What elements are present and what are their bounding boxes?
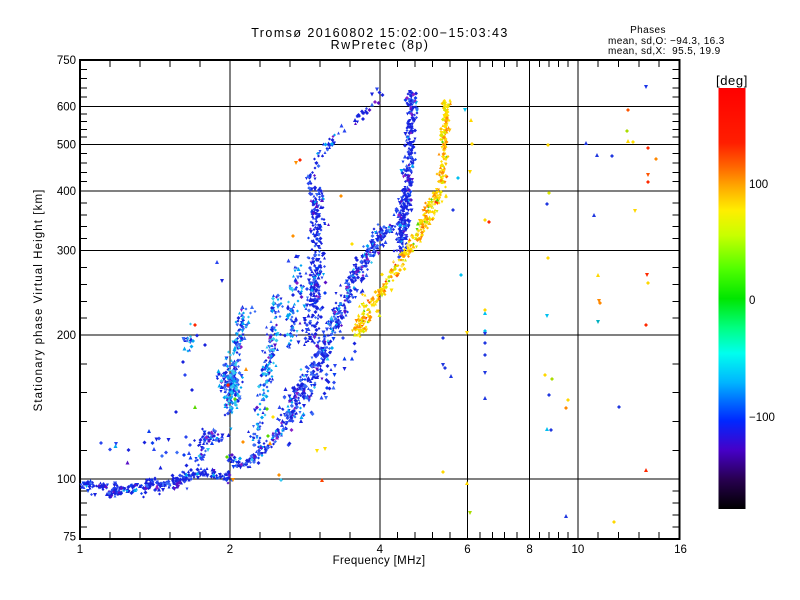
svg-text:750: 750	[57, 55, 76, 67]
svg-text:Phases: Phases	[630, 25, 666, 36]
svg-text:300: 300	[57, 246, 76, 258]
svg-text:4: 4	[377, 544, 384, 556]
svg-text:0: 0	[749, 295, 755, 307]
svg-text:6: 6	[464, 544, 470, 556]
svg-text:1: 1	[77, 544, 83, 556]
svg-text:10: 10	[572, 544, 585, 556]
svg-text:200: 200	[57, 330, 76, 342]
svg-text:mean, sd,O: −94.3, 16.3: mean, sd,O: −94.3, 16.3	[608, 36, 725, 47]
svg-text:Frequency [MHz]: Frequency [MHz]	[333, 555, 426, 567]
svg-text:400: 400	[57, 186, 76, 198]
svg-text:16: 16	[674, 544, 687, 556]
svg-text:500: 500	[57, 139, 76, 151]
svg-text:−100: −100	[749, 412, 775, 424]
svg-text:600: 600	[57, 102, 76, 114]
svg-text:100: 100	[749, 179, 768, 191]
svg-text:8: 8	[526, 544, 532, 556]
svg-text:Tromsø 20160802 15:02:00−15:03: Tromsø 20160802 15:02:00−15:03:43	[251, 26, 509, 40]
svg-text:[deg]: [deg]	[716, 73, 748, 88]
svg-text:Stationary phase Virtual Heigh: Stationary phase Virtual Height [km]	[33, 189, 45, 412]
svg-text:RwPretec (8p): RwPretec (8p)	[331, 38, 430, 52]
svg-text:mean, sd,X: 95.5, 19.9: mean, sd,X: 95.5, 19.9	[608, 46, 721, 57]
svg-text:2: 2	[227, 544, 233, 556]
svg-text:75: 75	[63, 532, 76, 544]
svg-text:100: 100	[57, 474, 76, 486]
